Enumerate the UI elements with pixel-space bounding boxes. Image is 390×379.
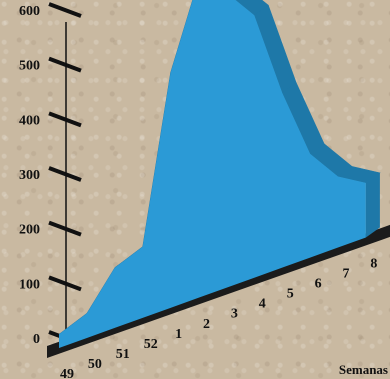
x-tick-label: 1	[175, 327, 182, 342]
x-tick-label: 2	[203, 317, 210, 332]
x-tick-label: 5	[287, 287, 294, 302]
y-tick-mark	[48, 2, 82, 18]
x-tick-label: 49	[60, 367, 74, 379]
y-tick-label: 200	[19, 223, 40, 238]
x-tick-label: 4	[259, 297, 266, 312]
area-side-cap	[365, 172, 380, 238]
y-tick-mark	[48, 275, 82, 292]
area-series	[58, 0, 381, 348]
x-axis-title: Semanas	[339, 362, 388, 377]
y-tick-label: 0	[33, 332, 40, 347]
area-front-face	[59, 0, 366, 348]
y-tick-mark	[48, 111, 82, 128]
x-tick-label: 51	[116, 347, 130, 362]
y-tick-label: 500	[19, 59, 40, 74]
y-tick-label: 400	[19, 113, 40, 128]
y-axis-ticks: 0 100 200 300 400 500 600	[19, 2, 82, 347]
y-tick-label: 100	[19, 277, 40, 292]
y-tick-mark	[48, 166, 82, 182]
x-tick-label: 3	[231, 307, 238, 322]
y-tick-mark	[48, 56, 82, 73]
y-tick-label: 600	[19, 4, 40, 19]
x-tick-label: 8	[370, 257, 377, 272]
x-tick-label: 50	[88, 357, 102, 372]
x-tick-label: 7	[343, 267, 350, 282]
x-tick-label: 52	[144, 337, 158, 352]
y-tick-label: 300	[19, 168, 40, 183]
y-tick-mark	[48, 220, 82, 237]
x-tick-label: 6	[315, 277, 322, 292]
x-axis-tick-labels: 49 50 51 52 1 2 3 4 5 6 7 8	[60, 257, 377, 379]
